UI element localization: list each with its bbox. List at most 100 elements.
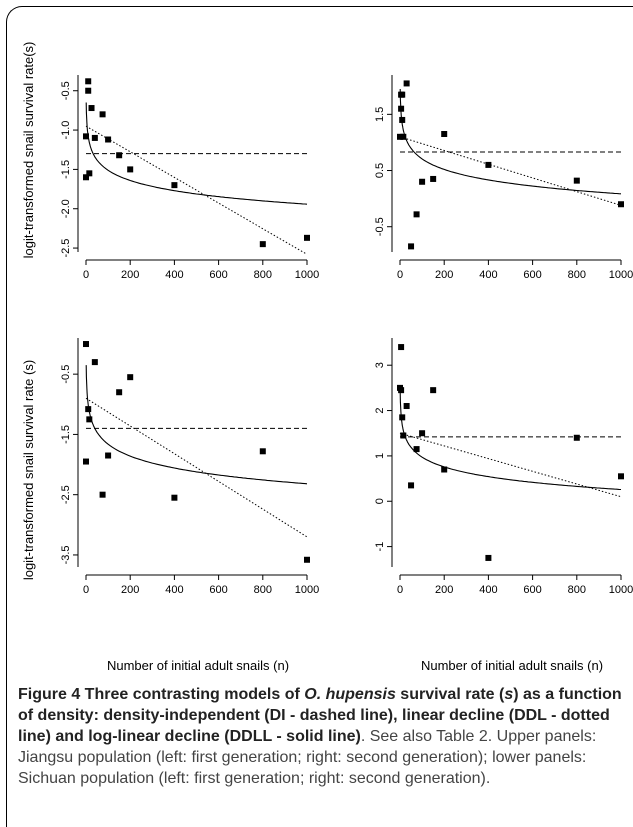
y-axis-label-top: logit-transformed snail survival rate(s) <box>21 42 36 259</box>
top-left-x-tick-label: 600 <box>209 269 227 281</box>
figure-frame <box>6 6 633 827</box>
top-left-x-tick-label: 400 <box>165 269 183 281</box>
bottom-left-data-point <box>86 416 93 423</box>
top-right-data-point <box>403 80 410 87</box>
bottom-right-y-tick-label: 2 <box>374 407 386 413</box>
caption-symbol: s <box>504 686 514 703</box>
top-right-data-point <box>398 105 405 112</box>
top-left-y-tick-label: -1.5 <box>60 160 72 179</box>
bottom-left-data-point <box>127 374 134 381</box>
caption-rest: . See also Table 2. Upper panels: Jiangs… <box>18 728 597 787</box>
top-left-data-point <box>171 182 178 189</box>
y-axis-label-bottom: logit-transformed snail survival rate (s… <box>21 360 36 580</box>
bottom-right-data-point <box>430 387 437 394</box>
bottom-left-x-tick-label: 600 <box>209 584 227 596</box>
bottom-right-x-tick-label: 800 <box>568 584 586 596</box>
bottom-right-data-point <box>573 434 580 441</box>
bottom-right-data-point <box>398 387 405 394</box>
bottom-right-y-tick-label: 0 <box>374 498 386 504</box>
bottom-left-data-point <box>83 458 89 465</box>
top-left-y-tick-label: -2.0 <box>60 199 72 218</box>
top-left-data-point <box>83 133 89 140</box>
bottom-left-data-point <box>105 452 112 459</box>
top-right-y-tick-label: 1.5 <box>374 107 386 122</box>
top-left-x-tick-label: 800 <box>254 269 272 281</box>
top-right-data-point <box>413 211 420 218</box>
top-left-data-point <box>105 136 112 143</box>
top-right-data-point <box>573 177 580 184</box>
bottom-left-x-tick-label: 1000 <box>295 584 319 596</box>
x-axis-label-right: Number of initial adult snails (n) <box>421 658 603 673</box>
bottom-right-x-tick-label: 0 <box>397 584 403 596</box>
top-right-data-point <box>419 178 426 185</box>
top-left-data-point <box>85 87 92 94</box>
top-left-x-tick-label: 0 <box>83 269 89 281</box>
bottom-left-data-point <box>116 389 123 396</box>
bottom-left-y-tick-label: -0.5 <box>60 365 72 384</box>
top-left-data-point <box>83 174 89 181</box>
top-right-y-tick-label: 0.5 <box>374 163 386 178</box>
bottom-left-y-tick-label: -1.5 <box>60 425 72 444</box>
bottom-left-data-point <box>83 341 89 348</box>
top-left-ddll-curve <box>85 102 308 205</box>
top-right-data-point <box>408 243 415 250</box>
top-left-data-point <box>88 105 95 112</box>
top-left-data-point <box>127 166 134 173</box>
top-left-data-point <box>304 234 310 241</box>
top-right-data-point <box>485 161 492 168</box>
bottom-right-data-point <box>419 430 426 437</box>
top-left-y-tick-label: -0.5 <box>60 81 72 100</box>
top-left-x-tick-label: 1000 <box>295 269 319 281</box>
top-right-x-tick-label: 1000 <box>609 269 633 281</box>
bottom-left-ddl-line <box>85 397 308 538</box>
bottom-left-data-point <box>99 491 106 498</box>
bottom-left-x-tick-label: 400 <box>165 584 183 596</box>
bottom-right-x-tick-label: 600 <box>523 584 541 596</box>
top-left-y-tick-label: -2.5 <box>60 239 72 258</box>
top-left-data-point <box>259 241 266 248</box>
bottom-right-data-point <box>403 403 410 410</box>
top-right-y-tick-label: -0.5 <box>374 217 386 236</box>
bottom-left-data-point <box>304 556 310 563</box>
bottom-left-ddll-curve <box>85 365 308 485</box>
x-axis-label-left: Number of initial adult snails (n) <box>107 658 289 673</box>
bottom-right-data-point <box>399 414 406 421</box>
bottom-right-x-tick-label: 200 <box>435 584 453 596</box>
figure-caption: Figure 4 Three contrasting models of O. … <box>18 684 623 789</box>
bottom-right-x-tick-label: 400 <box>479 584 497 596</box>
bottom-right-data-point <box>400 432 407 439</box>
top-left-x-tick-label: 200 <box>121 269 139 281</box>
bottom-left-x-tick-label: 200 <box>121 584 139 596</box>
bottom-right-y-tick-label: 3 <box>374 362 386 368</box>
top-right-x-tick-label: 600 <box>523 269 541 281</box>
bottom-right-ddll-curve <box>399 392 622 491</box>
bottom-right-y-tick-label: 1 <box>374 453 386 459</box>
bottom-right-data-point <box>485 554 492 561</box>
top-left-ddl-line <box>85 125 308 255</box>
bottom-left-data-point <box>259 448 266 455</box>
bottom-left-data-point <box>91 359 98 366</box>
top-right-ddl-line <box>399 136 622 206</box>
bottom-right-data-point <box>408 482 415 489</box>
top-left-y-tick-label: -1.0 <box>60 121 72 140</box>
top-right-data-point <box>397 133 403 140</box>
bottom-left-y-tick-label: -2.5 <box>60 485 72 504</box>
bottom-left-data-point <box>85 406 92 413</box>
top-right-data-point <box>618 201 624 208</box>
bottom-right-data-point <box>618 473 624 480</box>
top-left-data-point <box>85 78 92 85</box>
bottom-left-x-tick-label: 800 <box>254 584 272 596</box>
bottom-left-y-tick-label: -3.5 <box>60 545 72 564</box>
top-right-data-point <box>399 91 406 98</box>
top-right-data-point <box>430 175 437 182</box>
top-right-x-tick-label: 0 <box>397 269 403 281</box>
top-right-x-tick-label: 200 <box>435 269 453 281</box>
top-left-data-point <box>86 170 93 177</box>
bottom-left-x-tick-label: 0 <box>83 584 89 596</box>
bottom-right-x-tick-label: 1000 <box>609 584 633 596</box>
caption-bold-2: survival rate ( <box>395 686 505 703</box>
top-left-data-point <box>116 152 123 159</box>
bottom-left-data-point <box>171 494 178 501</box>
top-left-data-point <box>91 134 98 141</box>
top-right-data-point <box>441 131 448 137</box>
